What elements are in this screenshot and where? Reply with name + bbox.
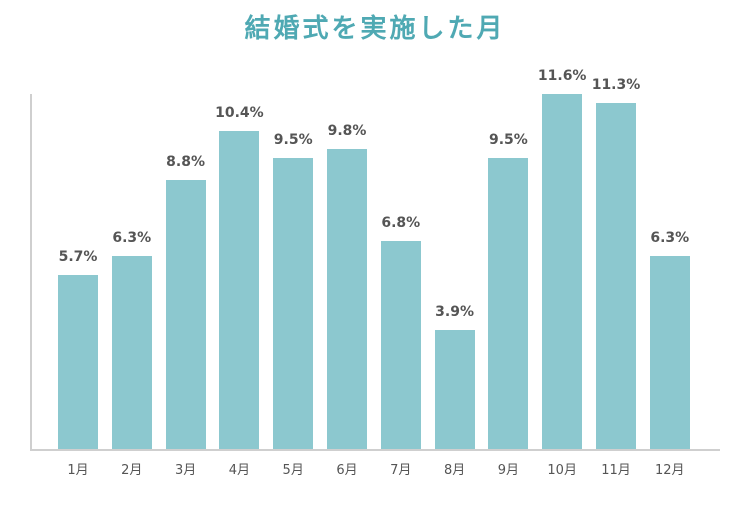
bar-value-label: 9.5%: [273, 132, 313, 149]
plot-area: 5.7% 1月 6.3% 2月 8.8% 3月 10.4% 4月 9.5% 5月 9.8% 6月 6.8…: [30, 60, 720, 478]
bar-value-label: 9.5%: [488, 132, 528, 149]
bar: [219, 130, 260, 449]
bar: [165, 179, 206, 449]
bar-value-label: 3.9%: [435, 303, 474, 320]
y-axis-line: [30, 94, 32, 451]
bar-value-label: 10.4%: [215, 104, 264, 121]
x-tick-label: 9月: [497, 463, 520, 478]
x-axis-line: [30, 449, 720, 451]
bar: [542, 94, 583, 449]
x-tick-label: 8月: [443, 463, 466, 478]
x-tick-label: 2月: [121, 463, 143, 478]
x-tick-label: 4月: [228, 463, 251, 478]
chart-title: 結婚式を実施した月: [244, 14, 506, 44]
bar: [58, 274, 98, 449]
x-tick-label: 12月: [655, 463, 685, 478]
x-tick-label: 6月: [336, 463, 358, 478]
bar: [111, 256, 152, 449]
x-tick-label: 1月: [67, 463, 89, 478]
bar-value-label: 5.7%: [58, 248, 98, 265]
bar: [596, 103, 636, 449]
x-tick-label: 7月: [390, 463, 412, 478]
bar-value-label: 9.8%: [327, 123, 367, 140]
bar: [380, 240, 421, 449]
bar: [273, 158, 314, 449]
bar-value-label: 6.3%: [112, 230, 152, 247]
bar-value-label: 6.8%: [381, 214, 421, 231]
bar: [434, 329, 475, 449]
x-tick-label: 5月: [282, 463, 304, 478]
x-tick-label: 11月: [601, 463, 631, 478]
x-tick-label: 10月: [547, 463, 577, 478]
bar-value-label: 6.3%: [650, 230, 690, 247]
x-tick-label: 3月: [174, 463, 197, 478]
bar: [649, 256, 690, 449]
bar: [327, 149, 367, 449]
bar-value-label: 11.6%: [537, 68, 587, 85]
bar: [488, 158, 529, 449]
bar-value-label: 8.8%: [166, 153, 205, 170]
bar-value-label: 11.3%: [591, 77, 641, 94]
